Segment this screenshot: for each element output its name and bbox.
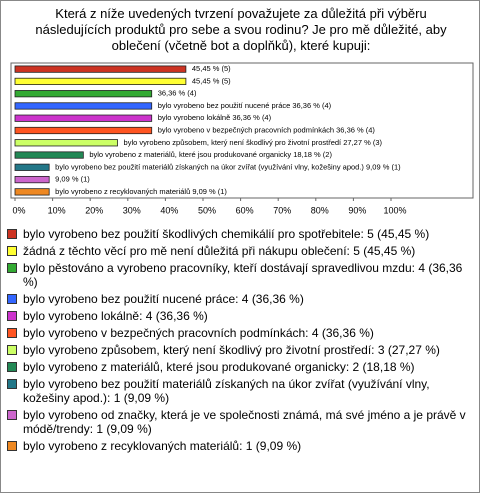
legend-swatch (7, 311, 17, 321)
data-label: 45,45 % (5) (192, 64, 231, 73)
legend-swatch (7, 328, 17, 338)
bar (14, 175, 50, 184)
x-tick-label: 10% (48, 205, 66, 215)
legend-entry: bylo vyrobeno lokálně: 4 (36,36 %) (7, 309, 469, 323)
legend-entry: bylo vyrobeno od značky, která je ve spo… (7, 408, 469, 436)
legend: bylo vyrobeno bez použití škodlivých che… (7, 227, 469, 456)
data-label: bylo vyrobeno bez použití nucené práce 3… (158, 101, 332, 110)
legend-swatch (7, 441, 17, 451)
chart: 0% 10% 20% 30% 40% 50% 60% 70% 80% 90% 100% 45,45 %… (10, 62, 474, 215)
data-label: bylo vyrobeno v bezpečných pracovních po… (158, 125, 376, 134)
legend-label: bylo vyrobeno bez použití materiálů získ… (23, 377, 430, 405)
data-label: bylo vyrobeno z materiálů, které jsou pr… (89, 150, 332, 159)
legend-label: bylo vyrobeno bez použití nucené práce: … (23, 292, 304, 306)
bar (14, 102, 153, 110)
x-tick-label: 60% (236, 205, 254, 215)
legend-swatch (7, 229, 17, 239)
x-tick-label: 80% (311, 205, 329, 215)
data-label: 9,09 % (1) (55, 175, 90, 184)
legend-swatch (7, 410, 17, 420)
x-tick-label: 40% (160, 205, 178, 215)
data-label: bylo vyrobeno způsobem, který není škodl… (124, 138, 383, 147)
data-label: bylo vyrobeno z recyklovaných materiálů … (55, 187, 227, 196)
legend-swatch (7, 362, 17, 372)
legend-entry: bylo vyrobeno bez použití nucené práce: … (7, 292, 469, 306)
x-tick-label: 50% (198, 205, 216, 215)
legend-label: bylo vyrobeno z materiálů, které jsou pr… (23, 360, 415, 374)
data-label: bylo vyrobeno lokálně 36,36 % (4) (158, 113, 272, 122)
legend-swatch (7, 294, 17, 304)
legend-label: bylo vyrobeno způsobem, který není škodl… (23, 343, 440, 357)
legend-entry: bylo pěstováno a vyrobeno pracovníky, kt… (7, 261, 469, 289)
bar (14, 151, 84, 159)
legend-swatch (7, 345, 17, 355)
x-tick-label: 30% (123, 205, 141, 215)
x-tick-label: 90% (348, 205, 366, 215)
bar (14, 188, 50, 196)
data-label: 45,45 % (5) (192, 76, 231, 85)
x-tick-label: 100% (383, 205, 406, 215)
legend-entry: bylo vyrobeno z recyklovaných materiálů:… (7, 439, 469, 453)
chart-title: Která z níže uvedených tvrzení považujet… (35, 6, 447, 53)
data-label: bylo vyrobeno bez použití materiálů získ… (55, 162, 401, 171)
data-label: 36,36 % (4) (158, 89, 197, 98)
legend-label: bylo vyrobeno v bezpečných pracovních po… (23, 326, 374, 340)
legend-entry: bylo vyrobeno způsobem, který není škodl… (7, 343, 469, 357)
bar (14, 114, 153, 122)
legend-label: bylo vyrobeno bez použití škodlivých che… (23, 227, 430, 241)
bar (14, 139, 118, 147)
legend-entry: bylo vyrobeno bez použití materiálů získ… (7, 377, 469, 405)
plot-frame (10, 62, 474, 199)
legend-label: bylo vyrobeno od značky, která je ve spo… (23, 408, 466, 436)
legend-entry: bylo vyrobeno bez použití škodlivých che… (7, 227, 469, 241)
bar (14, 77, 187, 86)
bar (14, 90, 153, 98)
legend-label: bylo vyrobeno z recyklovaných materiálů:… (23, 439, 302, 453)
x-tick-label: 70% (273, 205, 291, 215)
x-tick-label: 0% (12, 205, 25, 215)
legend-entry: bylo vyrobeno z materiálů, které jsou pr… (7, 360, 469, 374)
x-tick-label: 20% (85, 205, 103, 215)
legend-label: bylo vyrobeno lokálně: 4 (36,36 %) (23, 309, 208, 323)
legend-swatch (7, 246, 17, 256)
bar (14, 163, 50, 171)
legend-label: bylo pěstováno a vyrobeno pracovníky, kt… (23, 261, 463, 289)
legend-entry: žádná z těchto věcí pro mě není důležitá… (7, 244, 469, 258)
bar (14, 126, 153, 135)
legend-label: žádná z těchto věcí pro mě není důležitá… (23, 244, 416, 258)
bar (14, 65, 187, 73)
legend-entry: bylo vyrobeno v bezpečných pracovních po… (7, 326, 469, 340)
legend-swatch (7, 263, 17, 273)
legend-swatch (7, 379, 17, 389)
